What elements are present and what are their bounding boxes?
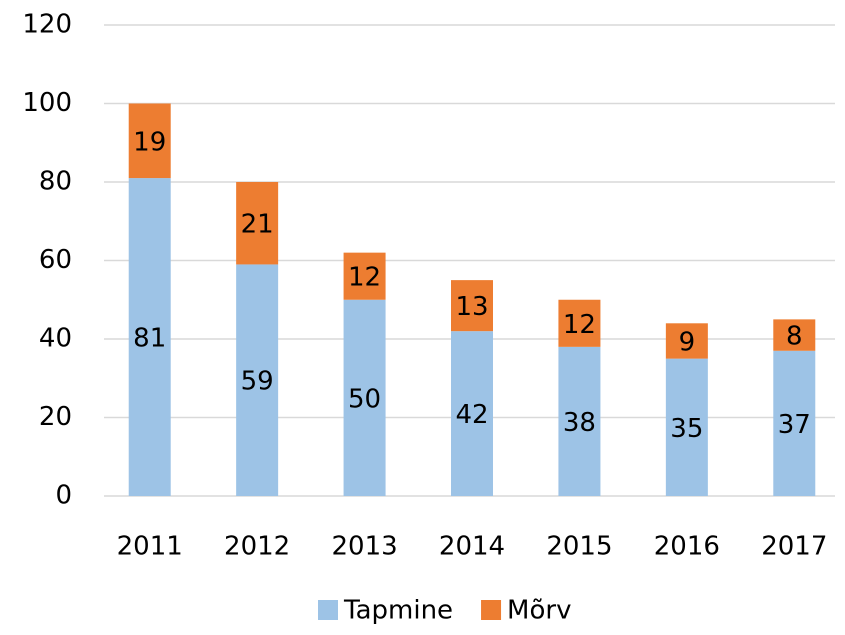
bar-segment [236, 264, 279, 496]
bar-segment [558, 299, 601, 347]
y-tick-label: 80 [39, 167, 72, 197]
bar-segment [343, 252, 386, 300]
x-tick-label: 2014 [439, 532, 505, 562]
legend-label: Mõrv [507, 596, 571, 626]
y-tick-label: 40 [39, 324, 72, 354]
data-label: 42 [455, 400, 488, 430]
x-tick-label: 2016 [654, 532, 720, 562]
y-tick-label: 0 [55, 481, 72, 511]
legend-swatch [318, 600, 338, 620]
x-tick-label: 2015 [546, 532, 612, 562]
bar-segment [343, 299, 386, 496]
x-tick-label: 2013 [331, 532, 397, 562]
data-label: 50 [348, 384, 381, 414]
legend-label: Tapmine [343, 596, 453, 626]
data-label: 9 [679, 327, 696, 357]
data-label: 35 [670, 414, 703, 444]
data-label: 37 [778, 410, 811, 440]
bar-segment [128, 178, 171, 496]
data-label: 12 [563, 310, 596, 340]
y-tick-label: 100 [22, 88, 72, 118]
legend-swatch [481, 600, 502, 620]
bar-segment [665, 358, 708, 496]
data-label: 12 [348, 263, 381, 293]
data-label: 13 [455, 292, 488, 322]
bar-segment [773, 319, 816, 351]
data-label: 21 [241, 210, 274, 240]
y-tick-label: 60 [39, 245, 72, 275]
bar-segment [451, 280, 493, 332]
data-label: 8 [786, 322, 803, 352]
bar-segment [773, 350, 816, 496]
data-label: 59 [241, 367, 274, 397]
bar-segment [558, 346, 601, 496]
x-tick-label: 2011 [117, 532, 183, 562]
data-label: 19 [133, 127, 166, 157]
data-label: 81 [133, 324, 166, 354]
data-label: 38 [563, 408, 596, 438]
y-tick-label: 20 [39, 402, 72, 432]
bar-segment [236, 182, 279, 265]
x-tick-label: 2012 [224, 532, 290, 562]
bar-segment [128, 103, 171, 179]
bar-segment [665, 323, 708, 359]
y-tick-label: 120 [22, 10, 72, 40]
bar-segment [451, 331, 493, 496]
x-tick-label: 2017 [761, 532, 827, 562]
